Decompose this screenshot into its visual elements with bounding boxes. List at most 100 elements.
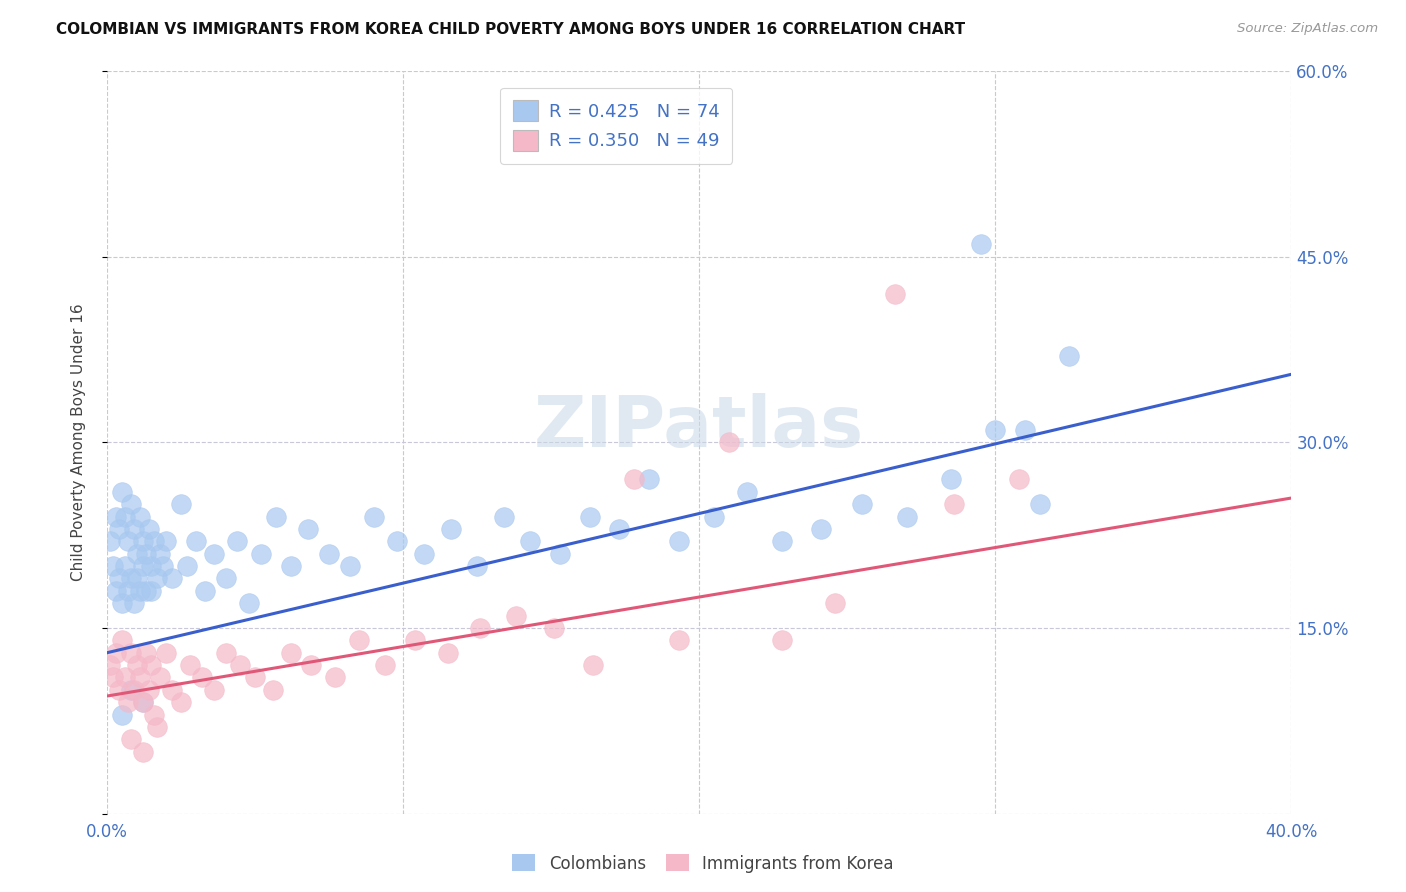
Point: [176, 559, 198, 574]
Point: [668, 633, 690, 648]
Point: [238, 596, 260, 610]
Point: [128, 670, 150, 684]
Point: [412, 547, 434, 561]
Point: [465, 559, 488, 574]
Point: [170, 497, 193, 511]
Point: [770, 633, 793, 648]
Point: [138, 682, 160, 697]
Point: [117, 583, 139, 598]
Point: [122, 522, 145, 536]
Point: [582, 658, 605, 673]
Point: [179, 658, 201, 673]
Point: [347, 633, 370, 648]
Point: [214, 571, 236, 585]
Point: [1014, 423, 1036, 437]
Point: [108, 522, 131, 536]
Point: [297, 522, 319, 536]
Point: [104, 646, 127, 660]
Point: [810, 522, 832, 536]
Point: [131, 534, 153, 549]
Point: [717, 435, 740, 450]
Point: [155, 646, 177, 660]
Point: [101, 670, 124, 684]
Point: [108, 571, 131, 585]
Point: [108, 682, 131, 697]
Point: [104, 583, 127, 598]
Point: [214, 646, 236, 660]
Point: [131, 695, 153, 709]
Point: [436, 646, 458, 660]
Point: [470, 621, 492, 635]
Point: [120, 682, 142, 697]
Point: [492, 509, 515, 524]
Point: [131, 559, 153, 574]
Point: [125, 658, 148, 673]
Point: [969, 237, 991, 252]
Point: [299, 658, 322, 673]
Point: [155, 534, 177, 549]
Point: [122, 682, 145, 697]
Point: [120, 732, 142, 747]
Point: [851, 497, 873, 511]
Legend: R = 0.425   N = 74, R = 0.350   N = 49: R = 0.425 N = 74, R = 0.350 N = 49: [501, 87, 733, 163]
Point: [141, 658, 163, 673]
Point: [141, 583, 163, 598]
Point: [505, 608, 527, 623]
Point: [548, 547, 571, 561]
Point: [111, 633, 134, 648]
Point: [138, 522, 160, 536]
Point: [114, 559, 136, 574]
Point: [135, 547, 157, 561]
Point: [623, 473, 645, 487]
Point: [120, 646, 142, 660]
Point: [111, 484, 134, 499]
Point: [578, 509, 600, 524]
Point: [149, 670, 172, 684]
Point: [363, 509, 385, 524]
Point: [160, 682, 183, 697]
Point: [1008, 473, 1031, 487]
Point: [229, 658, 252, 673]
Point: [226, 534, 249, 549]
Point: [117, 695, 139, 709]
Point: [824, 596, 846, 610]
Point: [152, 559, 174, 574]
Point: [98, 658, 121, 673]
Point: [896, 509, 918, 524]
Point: [243, 670, 266, 684]
Point: [202, 682, 225, 697]
Point: [135, 583, 157, 598]
Point: [638, 473, 661, 487]
Point: [120, 571, 142, 585]
Point: [98, 534, 121, 549]
Point: [122, 596, 145, 610]
Point: [280, 559, 302, 574]
Point: [141, 559, 163, 574]
Point: [135, 646, 157, 660]
Point: [149, 547, 172, 561]
Point: [125, 571, 148, 585]
Point: [184, 534, 207, 549]
Text: ZIPatlas: ZIPatlas: [534, 393, 865, 462]
Point: [114, 670, 136, 684]
Point: [170, 695, 193, 709]
Point: [194, 583, 217, 598]
Point: [128, 583, 150, 598]
Point: [883, 286, 905, 301]
Point: [735, 484, 758, 499]
Point: [111, 707, 134, 722]
Point: [146, 720, 169, 734]
Point: [939, 473, 962, 487]
Point: [125, 547, 148, 561]
Point: [318, 547, 340, 561]
Point: [191, 670, 214, 684]
Point: [387, 534, 409, 549]
Y-axis label: Child Poverty Among Boys Under 16: Child Poverty Among Boys Under 16: [72, 303, 86, 582]
Point: [160, 571, 183, 585]
Point: [128, 509, 150, 524]
Point: [280, 646, 302, 660]
Point: [543, 621, 565, 635]
Point: [131, 695, 153, 709]
Point: [146, 571, 169, 585]
Legend: Colombians, Immigrants from Korea: Colombians, Immigrants from Korea: [505, 847, 901, 880]
